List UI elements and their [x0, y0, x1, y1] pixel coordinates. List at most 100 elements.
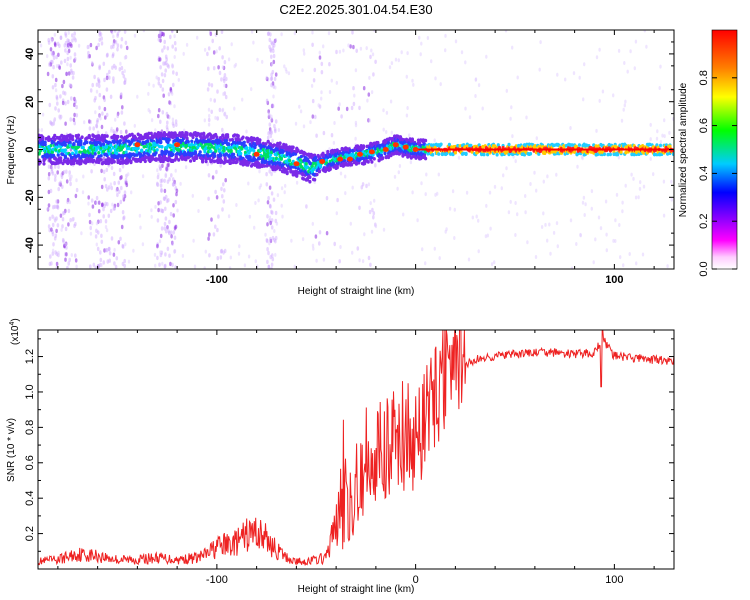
- noise-cell: [163, 39, 166, 45]
- noise-cell: [95, 221, 99, 226]
- noise-cell: [69, 177, 72, 182]
- noise-cell: [109, 182, 113, 187]
- ridge-cell: [288, 158, 292, 163]
- noise-cell: [222, 76, 226, 81]
- noise-cell: [467, 257, 471, 262]
- noise-cell: [181, 253, 185, 258]
- noise-cell: [283, 64, 286, 69]
- noise-cell: [590, 189, 594, 194]
- noise-cell: [73, 223, 76, 229]
- ridge-cell: [130, 132, 134, 137]
- noise-cell: [159, 166, 162, 171]
- noise-cell: [635, 261, 638, 266]
- noise-cell: [111, 202, 114, 207]
- noise-cell: [500, 186, 503, 191]
- noise-cell: [328, 90, 332, 94]
- noise-cell: [266, 247, 269, 252]
- noise-cell: [105, 112, 109, 118]
- noise-cell: [118, 30, 121, 33]
- noise-cell: [338, 49, 342, 54]
- ridge-cell: [296, 148, 300, 152]
- noise-cell: [41, 112, 45, 117]
- noise-cell: [216, 256, 220, 261]
- ridge-cell: [278, 141, 282, 145]
- ridge-cell: [246, 139, 250, 144]
- noise-cell: [271, 138, 274, 143]
- noise-cell: [99, 257, 103, 263]
- ridge-cell: [80, 135, 84, 139]
- noise-cell: [257, 198, 260, 203]
- ridge-cell: [299, 165, 304, 169]
- noise-cell: [273, 38, 277, 44]
- noise-cell: [162, 61, 165, 66]
- noise-cell: [439, 82, 442, 87]
- ridge-cell: [412, 154, 416, 159]
- noise-cell: [270, 130, 274, 135]
- ridge-cell: [71, 137, 75, 142]
- noise-cell: [113, 203, 117, 208]
- noise-cell: [100, 168, 103, 174]
- noise-cell: [87, 195, 90, 200]
- ridge-cell: [130, 139, 134, 143]
- noise-cell: [127, 259, 131, 264]
- noise-cell: [121, 261, 125, 267]
- noise-cell: [161, 208, 164, 214]
- noise-cell: [62, 239, 65, 244]
- noise-cell: [418, 35, 421, 40]
- noise-cell: [164, 252, 167, 257]
- ridge-cell: [158, 144, 162, 149]
- ridge-peak: [174, 142, 181, 148]
- noise-cell: [99, 116, 102, 121]
- ridge-cell: [277, 157, 281, 162]
- noise-cell: [268, 127, 272, 132]
- noise-cell: [220, 186, 223, 192]
- noise-cell: [347, 43, 350, 48]
- ridge-cell: [325, 158, 329, 162]
- noise-cell: [75, 187, 79, 193]
- ridge-cell: [97, 151, 101, 155]
- ridge-cell: [246, 136, 250, 141]
- noise-cell: [172, 70, 175, 75]
- noise-cell: [95, 119, 99, 125]
- noise-cell: [336, 197, 339, 203]
- ridge-cell: [316, 160, 320, 165]
- noise-cell: [130, 190, 133, 195]
- noise-cell: [94, 234, 98, 239]
- noise-cell: [622, 107, 625, 112]
- noise-cell: [123, 80, 127, 85]
- noise-cell: [164, 60, 168, 66]
- noise-cell: [123, 30, 127, 34]
- noise-cell: [290, 238, 293, 243]
- noise-cell: [113, 261, 116, 266]
- noise-cell: [158, 30, 162, 34]
- ridge-cell: [180, 154, 184, 158]
- ridge-cell: [348, 149, 352, 153]
- noise-cell: [408, 133, 411, 138]
- ridge-cell: [50, 150, 54, 154]
- noise-cell: [420, 41, 423, 46]
- noise-cell: [104, 219, 108, 224]
- noise-cell: [372, 72, 375, 77]
- noise-cell: [352, 86, 355, 91]
- noise-cell: [274, 210, 278, 216]
- noise-cell: [68, 170, 71, 175]
- noise-cell: [98, 65, 101, 71]
- ridge-cell: [198, 150, 202, 154]
- ridge-cell: [522, 152, 527, 157]
- noise-cell: [160, 72, 164, 77]
- ridge-cell: [76, 133, 81, 138]
- noise-cell: [324, 149, 327, 154]
- ridge-cell: [168, 143, 172, 148]
- ridge-cell: [111, 151, 115, 156]
- noise-cell: [267, 112, 271, 117]
- ridge-cell: [175, 147, 180, 152]
- noise-cell: [281, 214, 284, 219]
- ridge-cell: [496, 143, 500, 147]
- ridge-cell: [385, 144, 389, 148]
- noise-cell: [216, 227, 219, 233]
- noise-cell: [89, 231, 93, 236]
- noise-cell: [270, 262, 274, 267]
- noise-cell: [48, 102, 52, 108]
- noise-cell: [70, 68, 73, 73]
- noise-cell: [55, 216, 58, 221]
